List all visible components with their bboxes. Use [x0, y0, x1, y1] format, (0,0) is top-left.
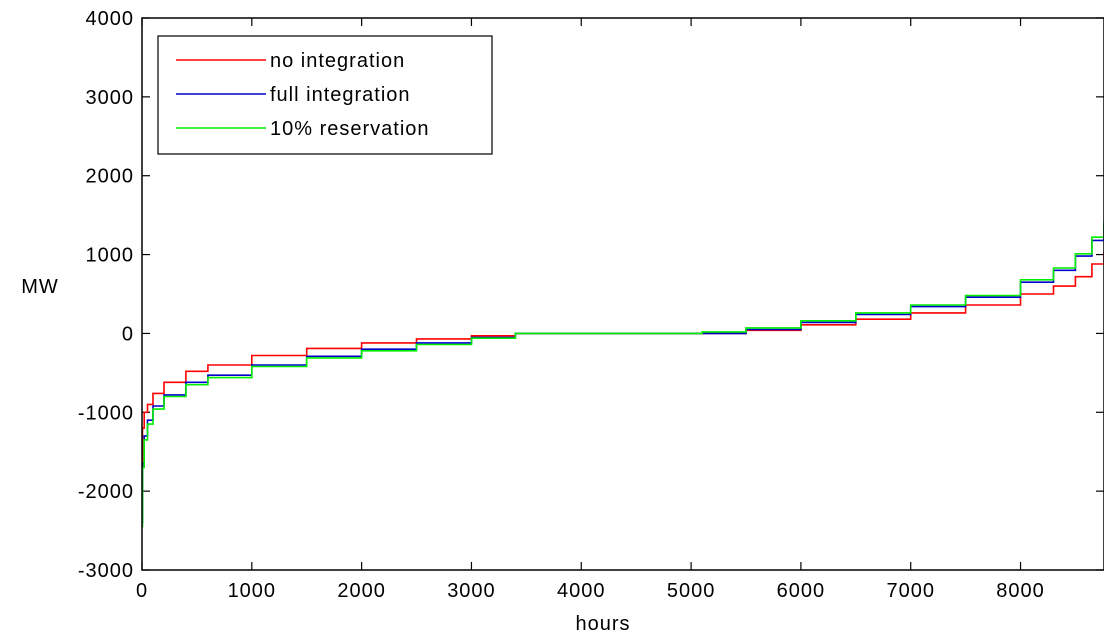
legend-box: [157, 35, 493, 155]
y-axis-label: MW: [21, 276, 59, 298]
x-tick-label: 2000: [337, 580, 386, 602]
axis-ticks: [141, 17, 1104, 571]
y-tick-label: 4000: [86, 8, 135, 30]
y-tick-label: 1000: [86, 245, 135, 267]
legend-label: no integration: [270, 50, 405, 72]
y-tick-label: -3000: [78, 560, 134, 582]
series-line: [141, 224, 1104, 524]
x-tick-label: 3000: [447, 580, 496, 602]
series-line: [141, 250, 1104, 469]
x-axis-label: hours: [575, 613, 630, 635]
axes-frame: [141, 17, 1104, 571]
x-tick-label: 1000: [228, 580, 277, 602]
x-tick-label: 5000: [667, 580, 716, 602]
x-tick-label: 6000: [777, 580, 826, 602]
y-tick-label: -1000: [78, 402, 134, 424]
x-tick-label: 7000: [886, 580, 935, 602]
x-tick-label: 0: [136, 580, 148, 602]
y-tick-label: 2000: [86, 166, 135, 188]
y-tick-label: 0: [122, 323, 134, 345]
legend-label: 10% reservation: [270, 118, 430, 140]
tick-labels: 0 1000 2000 3000 4000 5000 6000 7000 8000 -3000 -2…: [78, 8, 1045, 602]
legend-label: full integration: [270, 84, 411, 106]
y-tick-label: 3000: [86, 87, 135, 109]
y-tick-label: -2000: [78, 481, 134, 503]
x-tick-label: 4000: [557, 580, 606, 602]
series-layer: [141, 221, 1104, 528]
series-line: [141, 221, 1104, 528]
legend: no integration full integration 10% reserv…: [157, 35, 493, 155]
x-tick-label: 8000: [996, 580, 1045, 602]
